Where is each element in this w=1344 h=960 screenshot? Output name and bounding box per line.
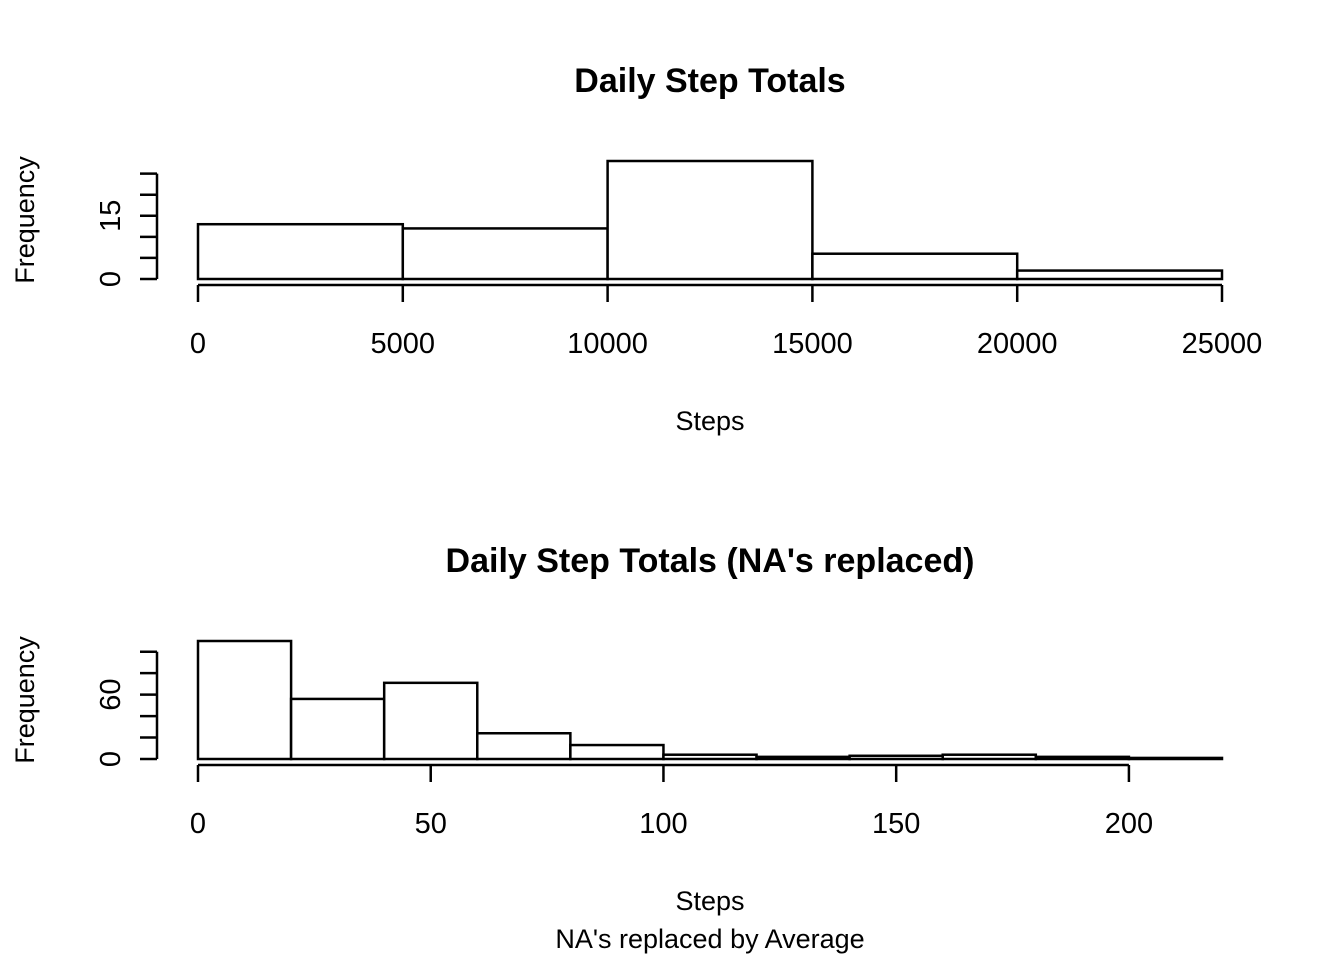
bars (196, 159, 1224, 281)
x-tick-label: 25000 (1182, 328, 1263, 360)
x-tick-label: 100 (639, 808, 687, 840)
histogram-bar (941, 753, 1038, 761)
y-tick-label: 0 (95, 271, 127, 287)
y-axis-title: Frequency (10, 156, 40, 284)
x-tick-label: 5000 (371, 328, 436, 360)
histogram-bar (196, 222, 405, 281)
y-tick-label: 60 (95, 679, 127, 711)
histogram-bar (289, 697, 386, 761)
histogram-na-replaced-steps: Daily Step Totals (NA's replaced) Freque… (10, 542, 1224, 954)
x-tick-label: 20000 (977, 328, 1058, 360)
histogram-bar (848, 754, 944, 761)
histogram-bar (662, 753, 758, 761)
histogram-bar (196, 639, 293, 761)
histogram-bar (1127, 756, 1224, 761)
y-tick-label: 0 (95, 751, 127, 767)
x-tick-label: 150 (872, 808, 920, 840)
chart-title: Daily Step Totals (NA's replaced) (446, 542, 975, 580)
chart-title: Daily Step Totals (574, 62, 845, 100)
histogram-bar (401, 227, 609, 281)
x-axis-title: Steps (675, 406, 744, 436)
x-axis-title: Steps (675, 886, 744, 916)
y-axis-title: Frequency (10, 636, 40, 764)
x-tick-label: 50 (415, 808, 447, 840)
histogram-bar (569, 743, 665, 761)
x-tick-label: 200 (1105, 808, 1153, 840)
histogram-bar (382, 681, 479, 761)
y-axis: 0 60 (95, 650, 159, 767)
histogram-bar (755, 755, 851, 761)
y-tick-label: 15 (95, 200, 127, 232)
x-axis: 0 5000 10000 15000 20000 25000 (190, 283, 1263, 360)
x-tick-label: 0 (190, 808, 206, 840)
x-tick-label: 0 (190, 328, 206, 360)
histogram-bar (1015, 269, 1224, 281)
y-axis: 0 15 (95, 172, 159, 287)
histogram-bar (606, 159, 814, 281)
bars (196, 639, 1224, 761)
histogram-bar (1034, 755, 1131, 761)
x-tick-label: 10000 (567, 328, 648, 360)
x-axis: 0 50 100 150 200 (190, 763, 1153, 840)
histogram-bar (811, 252, 1019, 281)
x-tick-label: 15000 (772, 328, 853, 360)
histogram-raw-steps: Daily Step Totals Frequency Steps 0 5000 1… (10, 62, 1262, 436)
histogram-bar (476, 732, 572, 761)
chart-subtitle: NA's replaced by Average (555, 924, 864, 954)
